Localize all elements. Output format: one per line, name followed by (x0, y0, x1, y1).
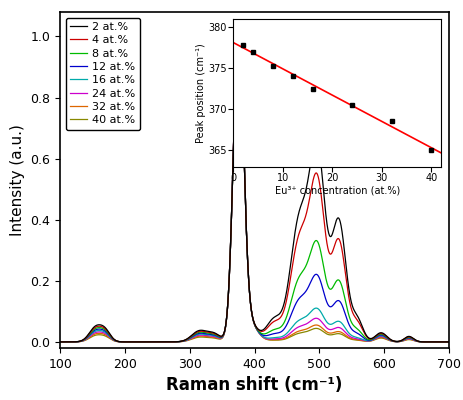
40 at.% (224, 320, 229, 325)
24 at.% (57, 340, 63, 344)
16 at.% (397, 339, 402, 344)
12 at.% (397, 339, 402, 344)
Line: 2 at.%: 2 at.% (60, 30, 449, 342)
X-axis label: Raman shift (cm⁻¹): Raman shift (cm⁻¹) (167, 376, 343, 394)
2 at.% (102, 324, 107, 329)
40 at.% (397, 339, 402, 344)
Y-axis label: Intensity (a.u.): Intensity (a.u.) (10, 124, 25, 236)
4 at.% (102, 326, 107, 330)
Line: 4 at.%: 4 at.% (60, 30, 449, 342)
8 at.% (102, 327, 107, 332)
8 at.% (57, 340, 63, 344)
8 at.% (397, 339, 402, 344)
12 at.% (57, 340, 63, 344)
2 at.% (397, 339, 402, 344)
24 at.% (236, 27, 241, 32)
24 at.% (125, 340, 131, 344)
12 at.% (236, 27, 241, 32)
2 at.% (446, 340, 452, 344)
32 at.% (224, 320, 229, 325)
4 at.% (224, 319, 229, 324)
16 at.% (224, 320, 229, 324)
32 at.% (439, 340, 444, 344)
12 at.% (125, 340, 131, 344)
8 at.% (206, 331, 212, 336)
Legend: 2 at.%, 4 at.%, 8 at.%, 12 at.%, 16 at.%, 24 at.%, 32 at.%, 40 at.%: 2 at.%, 4 at.%, 8 at.%, 12 at.%, 16 at.%… (66, 18, 140, 130)
12 at.% (224, 320, 229, 324)
8 at.% (446, 340, 452, 344)
4 at.% (397, 339, 402, 344)
40 at.% (125, 340, 131, 344)
40 at.% (57, 340, 63, 344)
8 at.% (439, 340, 444, 344)
Line: 16 at.%: 16 at.% (60, 30, 449, 342)
40 at.% (446, 340, 452, 344)
24 at.% (397, 339, 402, 344)
4 at.% (236, 27, 241, 32)
12 at.% (206, 332, 212, 336)
2 at.% (206, 329, 212, 334)
Line: 12 at.%: 12 at.% (60, 30, 449, 342)
24 at.% (224, 320, 229, 324)
16 at.% (125, 340, 131, 344)
32 at.% (102, 332, 107, 337)
4 at.% (206, 330, 212, 335)
12 at.% (102, 328, 107, 333)
40 at.% (236, 27, 241, 32)
8 at.% (125, 340, 131, 344)
2 at.% (439, 340, 444, 344)
2 at.% (236, 27, 241, 32)
40 at.% (102, 333, 107, 338)
16 at.% (102, 330, 107, 334)
40 at.% (439, 340, 444, 344)
24 at.% (102, 331, 107, 336)
40 at.% (206, 335, 212, 340)
2 at.% (125, 340, 131, 344)
12 at.% (439, 340, 444, 344)
16 at.% (57, 340, 63, 344)
8 at.% (236, 27, 241, 32)
16 at.% (446, 340, 452, 344)
4 at.% (57, 340, 63, 344)
Line: 32 at.%: 32 at.% (60, 30, 449, 342)
32 at.% (397, 339, 402, 344)
Line: 40 at.%: 40 at.% (60, 30, 449, 342)
24 at.% (439, 340, 444, 344)
4 at.% (125, 340, 131, 344)
2 at.% (224, 319, 229, 324)
24 at.% (446, 340, 452, 344)
16 at.% (439, 340, 444, 344)
8 at.% (224, 319, 229, 324)
12 at.% (446, 340, 452, 344)
Line: 24 at.%: 24 at.% (60, 30, 449, 342)
16 at.% (206, 332, 212, 337)
32 at.% (236, 27, 241, 32)
32 at.% (206, 334, 212, 339)
4 at.% (446, 340, 452, 344)
4 at.% (439, 340, 444, 344)
32 at.% (125, 340, 131, 344)
Line: 8 at.%: 8 at.% (60, 30, 449, 342)
24 at.% (206, 334, 212, 338)
32 at.% (57, 340, 63, 344)
2 at.% (57, 340, 63, 344)
32 at.% (446, 340, 452, 344)
16 at.% (236, 27, 241, 32)
